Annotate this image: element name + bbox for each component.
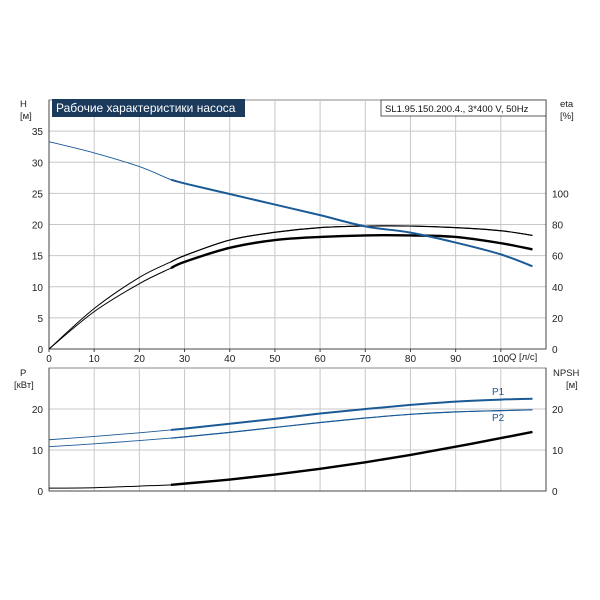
right-axis-unit-npsh: [м] — [566, 380, 578, 391]
p2-curve-label: P2 — [492, 413, 505, 424]
x-tick-label: 30 — [179, 354, 191, 365]
eta-tick-label: 100 — [552, 189, 569, 200]
x-tick-label: 20 — [134, 354, 146, 365]
h-tick-label: 15 — [32, 252, 44, 263]
p2-curve-operating — [170, 409, 533, 439]
chart-title-background — [52, 99, 245, 117]
x-tick-label: 10 — [89, 354, 101, 365]
right-axis-label-eta: eta — [560, 99, 574, 110]
x-tick-label: 40 — [224, 354, 236, 365]
curves — [48, 141, 533, 489]
x-axis-label: Q [л/с] — [509, 352, 537, 363]
x-tick-label: 100 — [492, 354, 509, 365]
h-tick-label: 30 — [32, 158, 44, 169]
x-tick-label: 70 — [360, 354, 372, 365]
npsh-tick-label: 20 — [552, 405, 564, 416]
chart-title: Рабочие характеристики насоса — [56, 101, 236, 115]
right-axis-label-npsh: NPSH — [553, 368, 580, 379]
p-tick-label: 10 — [32, 446, 44, 457]
h-tick-label: 25 — [32, 189, 44, 200]
eta-curve-operating — [170, 233, 533, 270]
left-axis-unit-p: [кВт] — [14, 380, 34, 391]
npsh-tick-label: 0 — [552, 487, 558, 498]
eta-tick-label: 20 — [552, 314, 564, 325]
p1-curve-operating — [170, 397, 533, 431]
h-tick-label: 5 — [37, 314, 43, 325]
model-box — [380, 99, 547, 117]
eta-upper-curve-operating — [170, 225, 533, 263]
eta-tick-label: 0 — [552, 345, 558, 356]
p-tick-label: 20 — [32, 405, 44, 416]
eta-tick-label: 60 — [552, 252, 564, 263]
bottom-frame — [48, 367, 547, 492]
model-label: SL1.95.150.200.4., 3*400 V, 50Hz — [385, 104, 529, 115]
h-tick-label: 0 — [37, 345, 43, 356]
p1-curve-label: P1 — [492, 387, 505, 398]
npsh-tick-label: 10 — [552, 446, 564, 457]
bottom-grid — [48, 367, 547, 492]
p-tick-label: 0 — [37, 487, 43, 498]
eta-tick-label: 40 — [552, 283, 564, 294]
top-grid — [48, 99, 547, 350]
h-tick-label: 10 — [32, 283, 44, 294]
x-tick-label: 0 — [46, 354, 52, 365]
left-axis-label-p: P — [20, 368, 26, 379]
left-axis-label-h: H — [20, 99, 27, 110]
x-tick-label: 80 — [405, 354, 417, 365]
x-tick-label: 50 — [269, 354, 281, 365]
x-tick-label: 90 — [450, 354, 462, 365]
eta-tick-label: 80 — [552, 221, 564, 232]
x-tick-label: 60 — [315, 354, 327, 365]
h-tick-label: 35 — [32, 127, 44, 138]
tick-labels: 0 10 20 30 40 50 60 70 80 90 100051015202530350204… — [32, 127, 569, 498]
npsh-curve-operating — [170, 430, 533, 487]
right-axis-unit-eta: [%] — [560, 111, 574, 122]
left-axis-unit-h: [м] — [20, 111, 32, 122]
head-curve-operating — [170, 178, 533, 268]
h-tick-label: 20 — [32, 221, 44, 232]
